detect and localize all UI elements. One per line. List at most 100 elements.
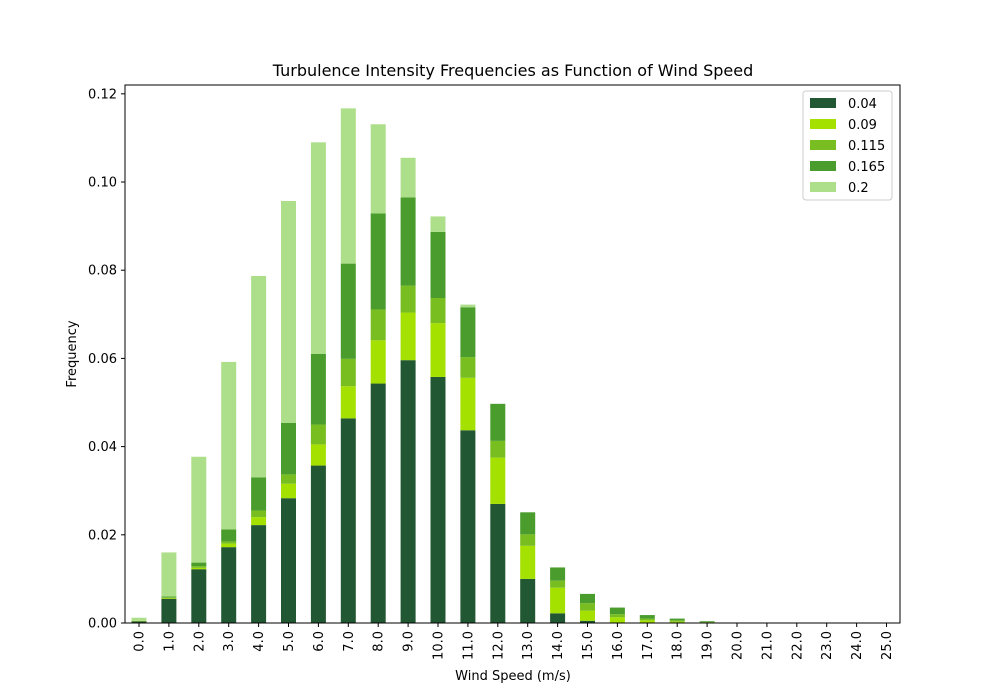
bar-segment-0_2-ws-6_0 [310,142,326,354]
x-tick-label: 19.0 [701,631,716,660]
bar-segment-0_2-ws-11_0 [460,304,476,308]
x-tick-label: 18.0 [671,631,686,660]
bar-segment-0_165-ws-17_0 [639,615,655,619]
bar-segment-0_09-ws-7_0 [340,386,356,419]
bar-segment-0_2-ws-2_0 [191,456,207,563]
bar-segment-0_165-ws-8_0 [370,213,386,310]
x-tick-label: 13.0 [521,631,536,660]
bar-segment-0_165-ws-18_0 [669,618,685,621]
chart-title: Turbulence Intensity Frequencies as Func… [272,61,753,80]
legend-label: 0.165 [848,160,885,175]
bar-segment-0_04-ws-12_0 [490,503,506,623]
bar-segment-0_115-ws-10_0 [430,298,446,324]
bar-segment-0_04-ws-8_0 [370,383,386,623]
x-tick-label: 24.0 [850,631,865,660]
bar-segment-0_165-ws-10_0 [430,231,446,298]
bar-segment-0_165-ws-3_0 [221,529,237,542]
x-tick-label: 0.0 [133,631,148,652]
x-tick-label: 3.0 [222,631,237,652]
bar-segment-0_04-ws-5_0 [281,498,296,623]
bar-segment-0_165-ws-11_0 [460,307,476,358]
bar-segment-0_09-ws-11_0 [460,377,476,431]
bar-segment-0_115-ws-7_0 [340,358,356,387]
bar-segment-0_115-ws-11_0 [460,357,476,378]
bar-segment-0_115-ws-15_0 [580,603,595,611]
bar-segment-0_115-ws-5_0 [281,474,296,484]
x-axis: 0.0 1.0 2.0 3.0 4.0 5.0 6.0 7.0 8.0 9.0 10.0 11.0 12… [133,623,895,660]
bar-segment-0_165-ws-7_0 [340,263,356,359]
y-axis: 0.00 0.02 0.04 0.06 0.08 0.10 0.12 [88,87,125,632]
x-tick-label: 7.0 [342,631,357,652]
bar-segment-0_2-ws-7_0 [340,108,356,264]
bar-segment-0_165-ws-2_0 [191,562,207,567]
x-tick-label: 6.0 [312,631,327,652]
bar-segment-0_165-ws-5_0 [281,422,296,475]
x-tick-label: 5.0 [282,631,297,652]
bar-segment-0_2-ws-5_0 [281,200,296,423]
bar-segment-0_09-ws-10_0 [430,323,446,377]
bar-segment-0_115-ws-13_0 [520,534,536,546]
legend-label: 0.2 [848,181,869,196]
bar-segment-0_04-ws-2_0 [191,569,207,623]
bar-segment-0_115-ws-6_0 [310,424,326,445]
bar-segment-0_2-ws-4_0 [251,275,267,478]
bar-segment-0_04-ws-14_0 [550,613,566,623]
bar-segment-0_09-ws-18_0 [669,621,685,623]
legend-swatch [810,119,836,129]
y-tick-label: 0.10 [88,176,117,191]
y-tick-label: 0.12 [88,87,117,102]
x-tick-label: 4.0 [252,631,267,652]
bar-segment-0_115-ws-12_0 [490,440,506,458]
bar-segment-0_2-ws-3_0 [221,361,237,530]
bar-segment-0_09-ws-8_0 [370,340,386,384]
bar-segment-0_115-ws-3_0 [221,541,237,544]
bar-segment-0_09-ws-16_0 [609,617,625,623]
bar-segment-0_04-ws-1_0 [161,598,177,623]
y-tick-label: 0.04 [88,440,117,455]
x-tick-label: 10.0 [432,631,447,660]
x-tick-label: 2.0 [192,631,207,652]
plot-frame [124,84,901,624]
bar-segment-0_165-ws-19_0 [699,621,715,623]
bar-segment-0_115-ws-2_0 [191,566,207,568]
legend-swatch [810,140,836,150]
x-tick-label: 9.0 [402,631,417,652]
y-tick-label: 0.06 [88,352,117,367]
bar-segment-0_09-ws-1_0 [161,597,177,599]
legend-swatch [810,98,836,108]
legend-label: 0.04 [848,97,877,112]
y-axis-title: Frequency [65,320,80,387]
bar-segment-0_09-ws-5_0 [281,483,296,499]
bar-segment-0_165-ws-16_0 [609,607,625,615]
legend-swatch [810,182,836,192]
bar-segment-0_09-ws-17_0 [639,620,655,623]
bar-segment-0_2-ws-8_0 [370,124,386,214]
x-tick-label: 25.0 [880,631,895,660]
bar-segment-0_165-ws-9_0 [400,197,416,286]
bar-segment-0_09-ws-14_0 [550,587,566,614]
bar-segment-0_115-ws-4_0 [251,510,267,518]
x-tick-label: 16.0 [611,631,626,660]
bar-segment-0_04-ws-9_0 [400,360,416,623]
bar-segment-0_165-ws-4_0 [251,477,267,511]
bar-segment-0_2-ws-1_0 [161,552,177,597]
x-tick-label: 8.0 [372,631,387,652]
bar-segment-0_04-ws-3_0 [221,547,237,623]
bar-segment-0_04-ws-4_0 [251,525,267,623]
legend: 0.04 0.09 0.115 0.165 0.2 [802,90,893,201]
bar-segment-0_115-ws-16_0 [609,614,625,618]
bar-segment-0_165-ws-15_0 [580,593,595,604]
bar-segment-0_115-ws-9_0 [400,285,416,313]
bar-segment-0_09-ws-12_0 [490,457,506,504]
bar-segment-0_165-ws-1_0 [161,596,177,598]
bar-segment-0_09-ws-13_0 [520,545,536,579]
bar-segment-0_2-ws-10_0 [430,216,446,232]
x-tick-label: 21.0 [760,631,775,660]
bar-segment-0_115-ws-17_0 [639,618,655,621]
x-tick-label: 1.0 [162,631,177,652]
bar-segment-0_165-ws-12_0 [490,403,506,441]
bar-segment-0_04-ws-11_0 [460,430,476,623]
bar-segment-0_2-ws-0_0 [131,617,147,621]
